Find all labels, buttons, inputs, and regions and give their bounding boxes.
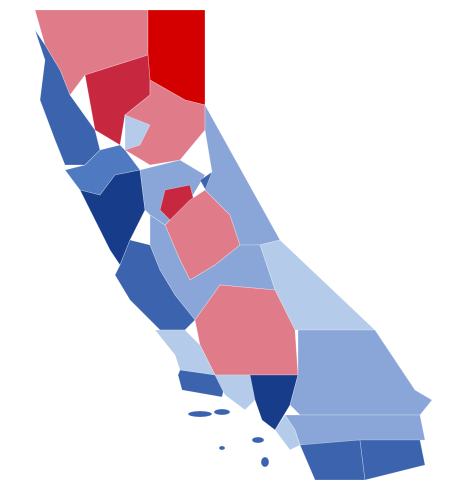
island — [213, 408, 231, 416]
county — [359, 439, 426, 481]
island — [260, 456, 270, 468]
county — [124, 79, 206, 166]
county — [274, 414, 301, 451]
county — [79, 169, 146, 266]
island — [187, 410, 213, 418]
county — [289, 329, 433, 416]
island — [251, 436, 265, 444]
county — [124, 114, 151, 151]
county — [149, 214, 276, 321]
county — [299, 439, 366, 481]
island — [218, 445, 226, 451]
county — [214, 374, 261, 411]
